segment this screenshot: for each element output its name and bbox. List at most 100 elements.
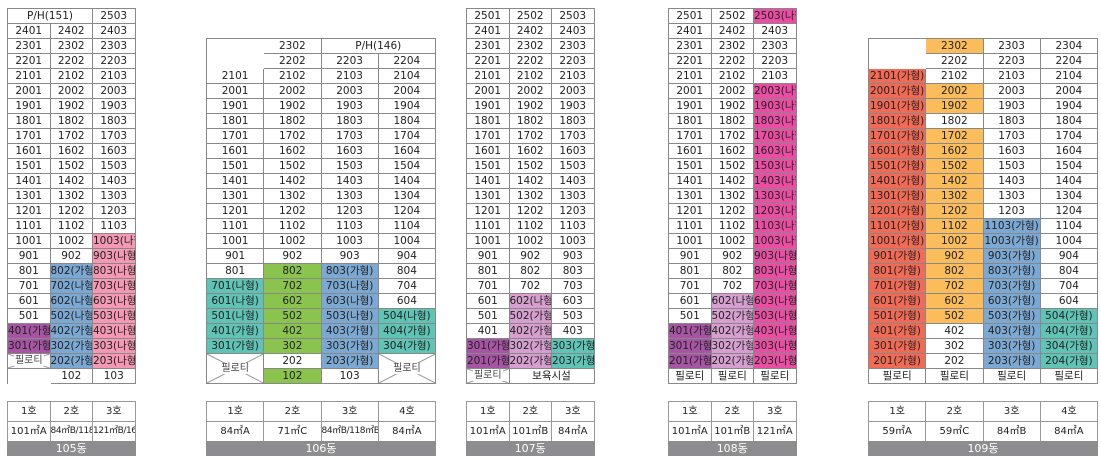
unit-cell: 403(가형)	[983, 324, 1041, 339]
unit-cell: 602(나형)	[711, 294, 754, 309]
unit-cell: 2104	[378, 69, 436, 84]
unit-cell: 2002	[264, 84, 322, 99]
unit-cell: 1402	[264, 174, 322, 189]
unit-cell: 303(가형)	[983, 339, 1041, 354]
unit-cell: 1203(나형)	[754, 204, 797, 219]
unit-cell: 1704	[378, 129, 436, 144]
unit-cell: 2204	[1040, 54, 1098, 69]
unit-cell: 1502	[509, 159, 552, 174]
unit-cell: 2101	[8, 69, 51, 84]
unit-cell: 303(가형)	[321, 339, 379, 354]
unit-cell: 804	[378, 264, 436, 279]
unit-cell: 2501	[467, 9, 510, 24]
unit-cell: 2201	[467, 54, 510, 69]
unit-cell: 403(나형)	[93, 324, 136, 339]
unit-cell: 1802	[926, 114, 984, 129]
unit-cell: 2003(나형)	[754, 84, 797, 99]
unit-cell: 2003	[983, 84, 1041, 99]
unit-cell: 1201(가형)	[869, 204, 927, 219]
unit-cell: 303(가형)	[552, 339, 595, 354]
unit-cell: 2402	[509, 24, 552, 39]
unit-cell: 601(나형)	[207, 294, 265, 309]
unit-cell: 2002	[926, 84, 984, 99]
building-109-label: 109동	[868, 441, 1098, 456]
unit-cell: 601	[467, 294, 510, 309]
building-109-grid: 2302 2303 2304 2202 2203 2204 2101(가형) 2102 2103…	[868, 38, 1098, 384]
unit-cell: 603(나형)	[754, 294, 797, 309]
unit-number-label: 1호	[869, 402, 927, 422]
unit-cell: 301(가형)	[869, 339, 927, 354]
unit-cell: 702	[509, 279, 552, 294]
unit-cell: 2001	[467, 84, 510, 99]
unit-cell: 704	[378, 279, 436, 294]
unit-cell: 1201	[207, 204, 265, 219]
unit-cell: 701	[467, 279, 510, 294]
unit-cell: 401(가형)	[869, 324, 927, 339]
unit-cell: 801	[669, 264, 712, 279]
unit-cell: 1601	[207, 144, 265, 159]
piloti-cell: 필로티	[207, 354, 265, 384]
unit-cell: 803(나형)	[93, 264, 136, 279]
unit-cell: 302(가형)	[509, 339, 552, 354]
unit-cell: 401(가형)	[207, 324, 265, 339]
unit-cell: 1502	[711, 159, 754, 174]
unit-cell: 1202	[926, 204, 984, 219]
unit-cell: 1202	[711, 204, 754, 219]
unit-cell: 1104	[378, 219, 436, 234]
unit-cell: 203(나형)	[754, 354, 797, 369]
unit-area-label: 59㎡C	[926, 422, 984, 442]
unit-cell: 1603	[983, 144, 1041, 159]
unit-cell: 1302	[264, 189, 322, 204]
unit-cell: 2502	[711, 9, 754, 24]
unit-cell: 1501	[467, 159, 510, 174]
unit-cell: 2302	[926, 39, 984, 54]
unit-cell: 2301	[467, 39, 510, 54]
unit-cell: 1603	[93, 144, 136, 159]
unit-cell: 202	[264, 354, 322, 369]
unit-cell: 504(나형)	[378, 309, 436, 324]
unit-cell: 1401	[207, 174, 265, 189]
building-106-footer: 1호 2호 3호 4호 84㎡A 71㎡C 84㎡B/118㎡B 84㎡A	[206, 401, 436, 442]
unit-cell: 403(나형)	[754, 324, 797, 339]
unit-cell: 1404	[378, 174, 436, 189]
unit-cell: 1301	[207, 189, 265, 204]
unit-area-label: 84㎡A	[552, 422, 595, 442]
unit-cell: 1902	[264, 99, 322, 114]
unit-cell: 1703	[983, 129, 1041, 144]
unit-area-label: 121㎡A	[754, 422, 797, 442]
unit-cell: 2002	[711, 84, 754, 99]
unit-cell: 803(나형)	[754, 264, 797, 279]
unit-cell: 2202	[50, 54, 93, 69]
unit-cell: 102	[264, 369, 322, 384]
unit-cell: 2003	[552, 84, 595, 99]
unit-cell: 703	[552, 279, 595, 294]
unit-cell: 1401	[669, 174, 712, 189]
unit-area-label: 101㎡A	[467, 422, 510, 442]
unit-cell: 1301	[669, 189, 712, 204]
unit-cell: 1003(나형)	[754, 234, 797, 249]
unit-cell: 1604	[378, 144, 436, 159]
unit-cell: 1102	[50, 219, 93, 234]
unit-number-label: 4호	[378, 402, 436, 422]
unit-cell: 2403	[93, 24, 136, 39]
unit-cell: 1601	[467, 144, 510, 159]
unit-cell: 301(가형)	[207, 339, 265, 354]
unit-cell: 801	[467, 264, 510, 279]
unit-cell: 503	[552, 309, 595, 324]
unit-area-label: 101㎡B	[711, 422, 754, 442]
unit-cell: 1504	[378, 159, 436, 174]
unit-cell: 1501	[8, 159, 51, 174]
unit-cell: 503(나형)	[93, 309, 136, 324]
unit-cell: 필로티	[1040, 369, 1098, 384]
unit-cell: 1403	[93, 174, 136, 189]
unit-cell: 2001	[669, 84, 712, 99]
unit-cell: 1102	[264, 219, 322, 234]
unit-cell: 필로티	[926, 369, 984, 384]
unit-cell: 401(가형)	[8, 324, 51, 339]
unit-cell: 804	[1040, 264, 1098, 279]
unit-cell: 1203	[321, 204, 379, 219]
unit-cell: 1202	[50, 204, 93, 219]
unit-cell: 401(가형)	[669, 324, 712, 339]
unit-cell: 1104	[1040, 219, 1098, 234]
unit-cell: 904	[1040, 249, 1098, 264]
